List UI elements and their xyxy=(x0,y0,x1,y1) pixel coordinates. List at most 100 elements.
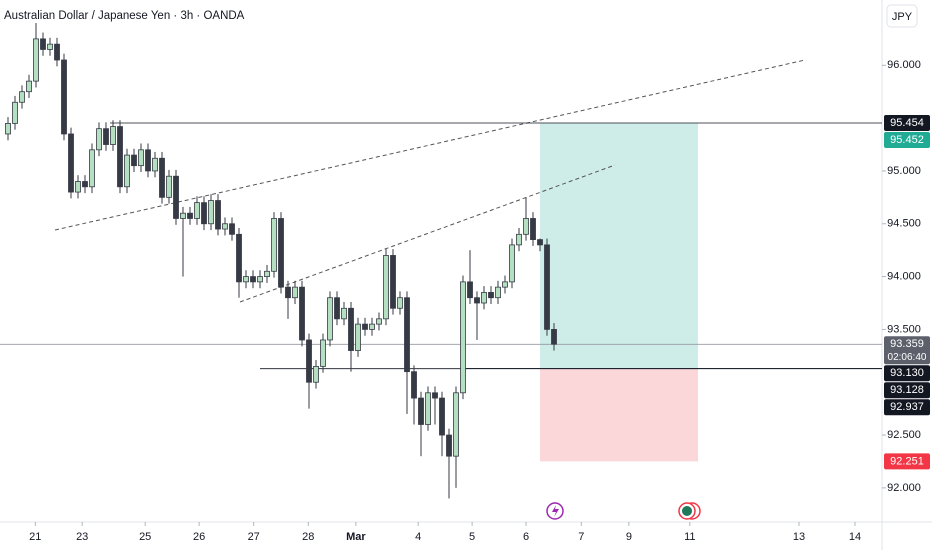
candle-body xyxy=(369,323,375,330)
x-tick-label: 11 xyxy=(684,531,695,543)
x-tick-label: 28 xyxy=(302,531,314,543)
currency-button[interactable] xyxy=(886,4,918,28)
candle-body xyxy=(54,43,60,61)
candle-body xyxy=(509,244,515,283)
x-tick-label: 4 xyxy=(415,531,421,543)
candle-body xyxy=(278,218,284,288)
candle-body xyxy=(362,323,368,330)
candle-body xyxy=(425,392,431,425)
candle-body xyxy=(313,365,319,383)
candle-body xyxy=(131,154,137,167)
candle-body xyxy=(285,286,291,299)
candle-body xyxy=(502,281,508,288)
candle-body xyxy=(103,128,109,145)
candle-body xyxy=(439,397,445,436)
candle-body xyxy=(208,200,214,225)
price-label-bg xyxy=(884,399,930,416)
candle-body xyxy=(453,392,459,457)
trendline xyxy=(239,164,616,303)
candle-body xyxy=(467,281,473,299)
candle-body xyxy=(418,397,424,425)
x-tick-label: 25 xyxy=(139,531,151,543)
candle-body xyxy=(355,323,361,351)
candle-body xyxy=(544,244,550,330)
price-label-bg xyxy=(884,131,930,148)
candle-body xyxy=(404,297,410,373)
candle-body xyxy=(257,276,263,283)
candle-body xyxy=(173,175,179,219)
candle-body xyxy=(397,297,403,309)
price-label: 92.251 xyxy=(890,455,924,467)
candle-body xyxy=(26,80,32,93)
x-tick-label: 26 xyxy=(193,531,205,543)
candle-body xyxy=(159,157,165,198)
candle-body xyxy=(152,157,158,172)
price-label: 92.937 xyxy=(890,401,924,413)
candle-body xyxy=(194,202,200,219)
candle-body xyxy=(124,154,130,188)
candle-body xyxy=(82,181,88,188)
candle-body xyxy=(488,292,494,299)
candle-body xyxy=(551,329,557,345)
x-tick-label: 23 xyxy=(76,531,88,543)
candle-body xyxy=(138,149,144,167)
candle-body xyxy=(19,91,25,103)
candle-body xyxy=(264,270,270,277)
x-tick-label: 27 xyxy=(248,531,260,543)
y-tick-label: 92.000 xyxy=(887,482,921,494)
candle-body xyxy=(229,223,235,235)
x-tick-label: 7 xyxy=(578,531,584,543)
y-tick-label: 92.500 xyxy=(887,429,921,441)
profit-zone xyxy=(540,123,698,369)
countdown-label: 02:06:40 xyxy=(888,352,927,363)
candle-body xyxy=(271,218,277,272)
price-label-bg xyxy=(884,336,930,365)
trendline xyxy=(54,59,806,231)
candle-body xyxy=(145,149,151,172)
candle-body xyxy=(250,276,256,283)
candle-body xyxy=(40,38,46,50)
candle-body xyxy=(292,286,298,299)
candle-body xyxy=(306,339,312,383)
candle-body xyxy=(243,276,249,283)
candle-body xyxy=(299,286,305,341)
candle-body xyxy=(75,181,81,193)
candle-body xyxy=(481,292,487,304)
candle-body xyxy=(432,392,438,399)
event-icon xyxy=(546,502,564,520)
candle-body xyxy=(327,297,333,341)
candle-body xyxy=(376,318,382,325)
candle-body xyxy=(5,122,11,135)
price-label: 95.452 xyxy=(890,134,924,146)
candle-body xyxy=(110,126,116,145)
candle-body xyxy=(12,101,18,124)
y-tick-label: 94.000 xyxy=(887,270,921,282)
candle-body xyxy=(180,212,186,219)
candle-body xyxy=(33,38,39,82)
candle-body xyxy=(537,239,543,246)
candle-body xyxy=(89,149,95,188)
currency-label[interactable]: JPY xyxy=(892,11,913,23)
chart-title: Australian Dollar / Japanese Yen · 3h · … xyxy=(4,10,245,22)
event-icon xyxy=(678,502,701,520)
candle-body xyxy=(117,126,123,188)
candle-body xyxy=(187,212,193,219)
x-tick-label: 14 xyxy=(849,531,861,543)
candle-body xyxy=(383,255,389,320)
y-tick-label: 93.500 xyxy=(887,323,921,335)
candle-body xyxy=(474,297,480,304)
candle-body xyxy=(47,43,53,50)
candle-body xyxy=(236,233,242,283)
candle-body xyxy=(341,307,347,320)
candle-body xyxy=(320,339,326,367)
price-label-bg xyxy=(884,365,930,382)
candle-body xyxy=(166,175,172,198)
y-tick-label: 95.000 xyxy=(887,165,921,177)
candle-body xyxy=(201,202,207,225)
candle-body xyxy=(222,223,228,230)
price-label: 93.359 xyxy=(890,338,924,350)
candle-body xyxy=(96,128,102,151)
candle-body xyxy=(523,218,529,235)
